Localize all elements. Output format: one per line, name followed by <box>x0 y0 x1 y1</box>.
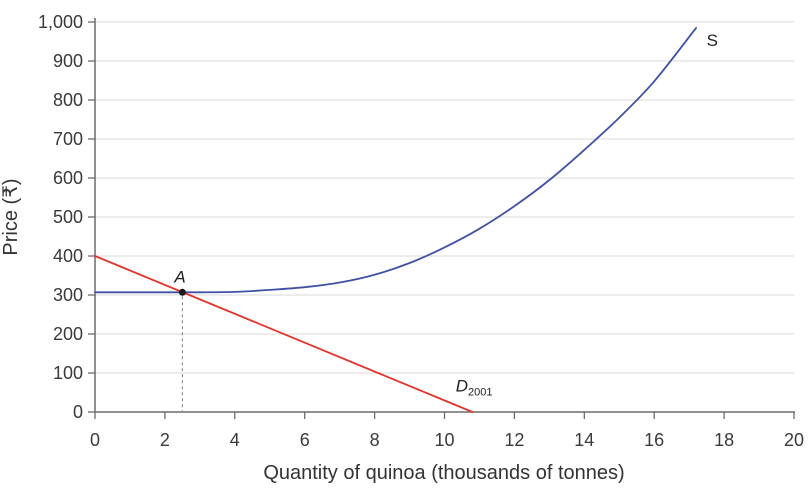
demand-2001-label: D2001 <box>456 377 493 399</box>
y-tick-label-0: 0 <box>73 402 83 422</box>
y-tick-label-100: 100 <box>53 363 83 383</box>
x-axis-title: Quantity of quinoa (thousands of tonnes) <box>263 462 624 484</box>
y-tick-label-200: 200 <box>53 324 83 344</box>
x-tick-label-0: 0 <box>90 430 100 450</box>
x-tick-label-6: 6 <box>300 430 310 450</box>
y-tick-label-900: 900 <box>53 51 83 71</box>
y-tick-label-500: 500 <box>53 207 83 227</box>
y-tick-label-300: 300 <box>53 285 83 305</box>
chart-plot-area: 0 2 4 6 8 10 12 14 16 18 2001002003004005006007008… <box>38 12 804 450</box>
x-tick-label-12: 12 <box>504 430 524 450</box>
y-axis-title: Price (₹) <box>0 178 22 255</box>
y-tick-label-700: 700 <box>53 129 83 149</box>
supply-label: S <box>707 31 718 50</box>
equilibrium-point-label: A <box>173 267 185 286</box>
x-tick-label-10: 10 <box>434 430 454 450</box>
supply-curve <box>94 27 697 294</box>
y-tick-label-1000: 1,000 <box>38 12 83 32</box>
x-tick-label-20: 20 <box>784 430 804 450</box>
x-tick-label-8: 8 <box>370 430 380 450</box>
y-tick-label-800: 800 <box>53 90 83 110</box>
y-tick-label-600: 600 <box>53 168 83 188</box>
x-tick-label-4: 4 <box>230 430 240 450</box>
y-tick-label-400: 400 <box>53 246 83 266</box>
x-tick-label-14: 14 <box>574 430 594 450</box>
x-tick-label-2: 2 <box>160 430 170 450</box>
equilibrium-point <box>178 288 186 296</box>
x-tick-label-16: 16 <box>644 430 664 450</box>
demand-2001-curve <box>94 255 474 413</box>
x-tick-label-18: 18 <box>714 430 734 450</box>
